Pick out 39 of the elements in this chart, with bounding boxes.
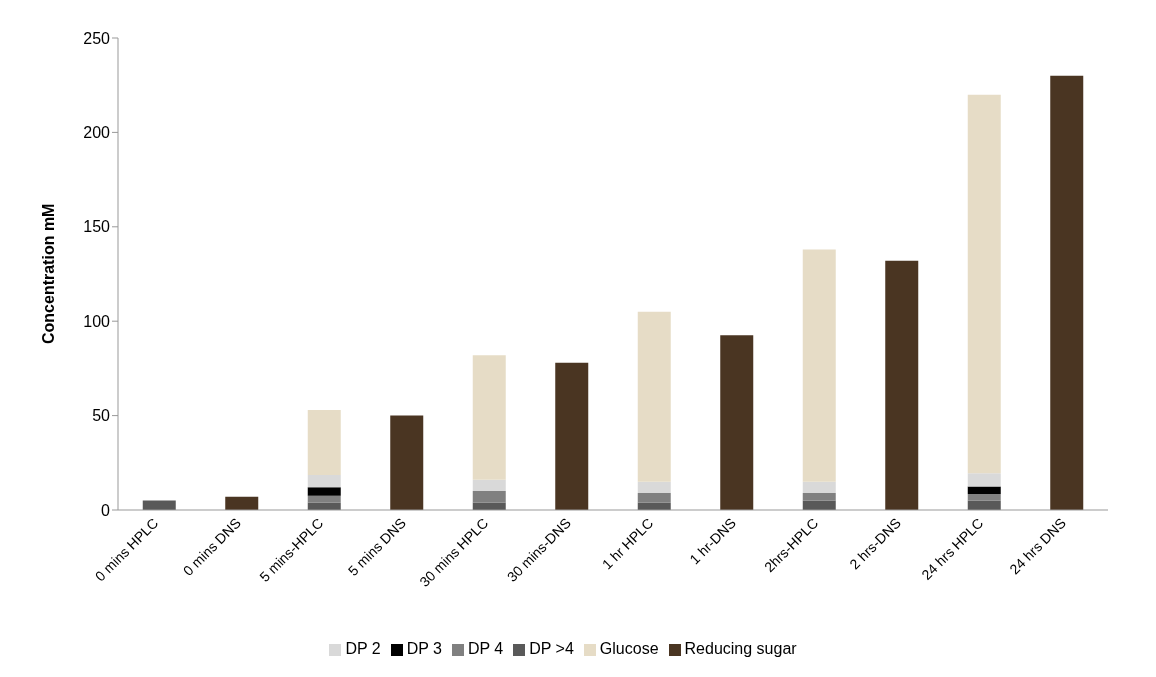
bar — [1050, 75, 1084, 510]
bar — [967, 94, 1001, 474]
bar — [637, 502, 671, 510]
y-tick-label: 50 — [92, 407, 111, 425]
bar — [637, 493, 671, 503]
bar — [472, 491, 506, 503]
bar — [802, 481, 836, 494]
bar — [472, 355, 506, 480]
y-tick-label: 100 — [83, 312, 111, 330]
bar — [307, 409, 341, 476]
bar — [967, 473, 1001, 487]
bar — [307, 502, 341, 510]
y-tick-label: 250 — [83, 29, 111, 47]
bar — [555, 362, 589, 510]
bar — [307, 495, 341, 503]
bar — [802, 493, 836, 501]
y-tick-label: 150 — [83, 218, 111, 236]
bar — [307, 487, 341, 496]
y-tick-label: 0 — [101, 501, 111, 519]
y-tick-label: 200 — [83, 124, 111, 142]
legend-label: Reducing sugar — [684, 640, 797, 657]
bar — [885, 260, 919, 510]
legend-label: Glucose — [599, 640, 659, 657]
bar — [225, 496, 259, 510]
legend-label: DP >4 — [529, 640, 574, 657]
y-axis-title: Concentration mM — [39, 203, 57, 344]
legend-label: DP 2 — [345, 640, 381, 657]
bar — [802, 249, 836, 482]
legend-label: DP 3 — [406, 640, 442, 657]
bar — [472, 502, 506, 510]
bar — [637, 481, 671, 494]
bar — [307, 475, 341, 488]
bar — [967, 486, 1001, 494]
bar — [390, 415, 424, 510]
bar — [637, 311, 671, 482]
legend-label: DP 4 — [467, 640, 504, 657]
bar — [967, 493, 1001, 501]
bar — [720, 335, 754, 510]
bar — [472, 479, 506, 492]
